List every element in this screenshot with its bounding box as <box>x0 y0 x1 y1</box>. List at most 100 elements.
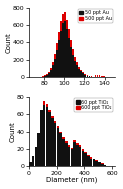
Bar <box>98 162 101 166</box>
Bar <box>99 75 100 77</box>
Bar <box>87 156 90 166</box>
Bar <box>85 74 86 77</box>
Bar <box>91 76 92 77</box>
Bar <box>62 14 64 77</box>
X-axis label: Diameter (nm): Diameter (nm) <box>46 177 97 184</box>
Bar <box>54 59 56 77</box>
Bar <box>48 73 50 77</box>
Bar <box>54 54 56 77</box>
Bar <box>62 139 65 166</box>
Bar <box>101 163 104 166</box>
Bar <box>84 152 87 166</box>
Bar <box>29 163 31 166</box>
Bar <box>57 128 59 166</box>
Bar <box>44 75 46 77</box>
Y-axis label: Count: Count <box>6 32 12 53</box>
Bar <box>48 110 51 166</box>
Bar <box>56 43 58 77</box>
Bar <box>73 142 76 166</box>
Bar <box>62 23 64 77</box>
Bar <box>89 76 90 77</box>
Bar <box>51 116 54 166</box>
Legend: 60 ppt TiO₂, 600 ppt TiO₂: 60 ppt TiO₂, 600 ppt TiO₂ <box>75 98 113 112</box>
Bar <box>70 40 72 77</box>
Bar <box>95 75 96 77</box>
Bar <box>46 107 48 166</box>
Bar <box>65 143 68 166</box>
Bar <box>85 75 86 77</box>
Bar <box>78 69 80 77</box>
Bar <box>46 104 48 166</box>
Bar <box>40 119 43 166</box>
Bar <box>76 62 78 77</box>
Bar <box>79 147 81 166</box>
Bar <box>68 147 70 166</box>
Bar <box>101 76 102 77</box>
Bar <box>76 65 78 77</box>
Bar <box>46 75 48 77</box>
Bar <box>79 146 81 166</box>
Bar <box>44 76 46 77</box>
Bar <box>97 75 99 77</box>
Bar <box>104 165 106 166</box>
Legend: 50 ppt Au, 500 ppt Au: 50 ppt Au, 500 ppt Au <box>78 9 113 23</box>
Bar <box>95 161 98 166</box>
Bar <box>72 49 74 77</box>
Bar <box>68 29 70 77</box>
Bar <box>59 133 62 166</box>
Bar <box>82 151 84 166</box>
Bar <box>54 123 56 166</box>
Bar <box>82 72 84 77</box>
Bar <box>76 143 79 166</box>
Bar <box>54 121 56 166</box>
Bar <box>89 76 90 77</box>
Bar <box>78 67 80 77</box>
Bar <box>90 159 92 166</box>
Bar <box>93 159 95 166</box>
Bar <box>48 72 50 77</box>
Bar <box>72 55 74 77</box>
Bar <box>84 153 87 166</box>
Bar <box>43 105 45 166</box>
Bar <box>50 68 52 77</box>
Bar <box>50 70 52 77</box>
Bar <box>42 76 44 77</box>
Bar <box>101 164 104 166</box>
Bar <box>51 118 54 166</box>
Bar <box>40 110 43 166</box>
Bar <box>43 101 45 166</box>
Bar <box>74 57 76 77</box>
Bar <box>98 162 101 166</box>
Bar <box>64 22 66 77</box>
Bar <box>64 12 66 77</box>
Bar <box>70 149 73 166</box>
Bar <box>93 160 95 166</box>
Bar <box>68 38 70 77</box>
Bar <box>82 149 84 166</box>
Bar <box>29 162 31 166</box>
Bar <box>70 148 73 166</box>
Bar <box>57 126 59 166</box>
Bar <box>52 65 54 77</box>
Bar <box>104 165 106 166</box>
Bar <box>48 112 51 166</box>
Bar <box>70 47 72 77</box>
Bar <box>37 133 40 166</box>
Bar <box>90 157 92 166</box>
Bar <box>86 75 88 77</box>
Bar <box>52 62 54 77</box>
Bar <box>59 132 62 166</box>
Bar <box>103 76 105 77</box>
Bar <box>65 141 68 166</box>
Bar <box>80 70 82 77</box>
Bar <box>32 158 34 166</box>
Bar <box>32 156 34 166</box>
Bar <box>76 145 79 166</box>
Bar <box>68 146 70 166</box>
Bar <box>80 71 82 77</box>
Bar <box>95 160 98 166</box>
Bar <box>58 40 60 77</box>
Bar <box>46 74 48 77</box>
Bar <box>60 22 62 77</box>
Bar <box>62 137 65 166</box>
